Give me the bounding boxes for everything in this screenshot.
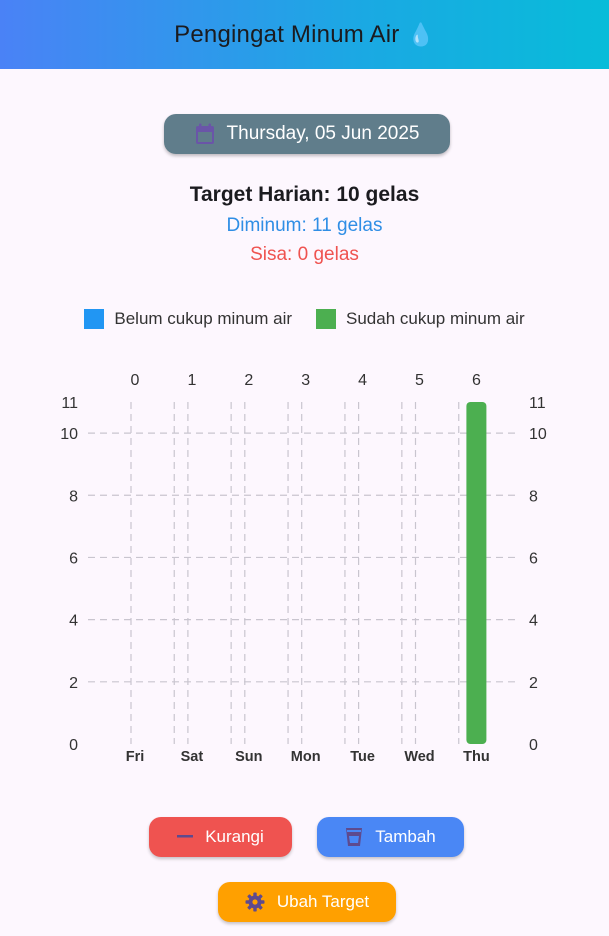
decrease-button[interactable]: Kurangi xyxy=(149,817,292,857)
y-tick-label-right: 10 xyxy=(529,426,547,443)
change-target-button[interactable]: Ubah Target xyxy=(218,882,396,922)
y-tick-label-left: 0 xyxy=(69,737,78,754)
chart-legend: Belum cukup minum air Sudah cukup minum … xyxy=(0,307,609,331)
legend-item-not-enough: Belum cukup minum air xyxy=(84,309,292,329)
minus-icon xyxy=(177,835,194,839)
increase-label: Tambah xyxy=(375,827,436,846)
y-tick-label-right: 2 xyxy=(529,675,538,692)
water-drop-icon: 💧 xyxy=(407,21,435,47)
increase-button[interactable]: Tambah xyxy=(317,817,464,857)
change-target-label: Ubah Target xyxy=(276,892,370,911)
app-title: Pengingat Minum Air xyxy=(174,20,400,48)
drunk-count-text: Diminum: 11 gelas xyxy=(226,215,383,236)
y-tick-label-left: 4 xyxy=(69,613,78,630)
date-label: Thursday, 05 Jun 2025 xyxy=(226,123,420,144)
remaining-count-text: Sisa: 0 gelas xyxy=(250,244,359,265)
legend-swatch-green xyxy=(316,309,337,329)
top-axis-label: 6 xyxy=(472,372,481,389)
app-bar: Pengingat Minum Air 💧 xyxy=(0,0,609,69)
top-axis-label: 2 xyxy=(244,372,253,389)
legend-label-not-enough: Belum cukup minum air xyxy=(114,309,293,328)
top-axis-label: 4 xyxy=(358,372,367,389)
calendar-icon xyxy=(195,123,214,144)
y-tick-label-left: 2 xyxy=(69,675,78,692)
x-category-label: Wed xyxy=(404,749,434,765)
y-tick-label-left: 6 xyxy=(69,550,78,567)
y-tick-label-right: 6 xyxy=(529,550,538,567)
top-axis-label: 5 xyxy=(415,372,424,389)
chart-bar xyxy=(466,402,487,744)
x-category-label: Thu xyxy=(463,749,490,765)
top-axis-label: 3 xyxy=(301,372,310,389)
y-tick-label-right: 11 xyxy=(529,395,546,412)
top-axis-label: 0 xyxy=(131,372,140,389)
y-tick-label-right: 8 xyxy=(529,488,538,505)
x-category-label: Tue xyxy=(350,749,375,765)
y-tick-label-left: 11 xyxy=(61,395,78,412)
legend-item-enough: Sudah cukup minum air xyxy=(316,309,525,329)
y-tick-label-left: 10 xyxy=(60,426,78,443)
date-picker-button[interactable]: Thursday, 05 Jun 2025 xyxy=(164,114,450,154)
x-category-label: Fri xyxy=(126,749,145,765)
water-intake-bar-chart: 0 0 2 2 4 4 6 6 8 8 10 10 11 11 0 1 2 3 4 5 6 Fri Sat Sun Mon Tue… xyxy=(60,372,547,765)
y-tick-label-left: 8 xyxy=(69,488,78,505)
legend-label-enough: Sudah cukup minum air xyxy=(346,309,525,328)
daily-target-text: Target Harian: 10 gelas xyxy=(189,183,420,206)
decrease-label: Kurangi xyxy=(205,827,264,846)
y-tick-label-right: 0 xyxy=(529,737,538,754)
x-category-label: Sat xyxy=(181,749,204,765)
y-tick-label-right: 4 xyxy=(529,613,538,630)
gear-icon xyxy=(245,892,265,912)
water-glass-icon xyxy=(345,827,363,847)
top-axis-label: 1 xyxy=(187,372,196,389)
legend-swatch-blue xyxy=(84,309,105,329)
x-category-label: Sun xyxy=(235,749,262,765)
x-category-label: Mon xyxy=(291,749,321,765)
